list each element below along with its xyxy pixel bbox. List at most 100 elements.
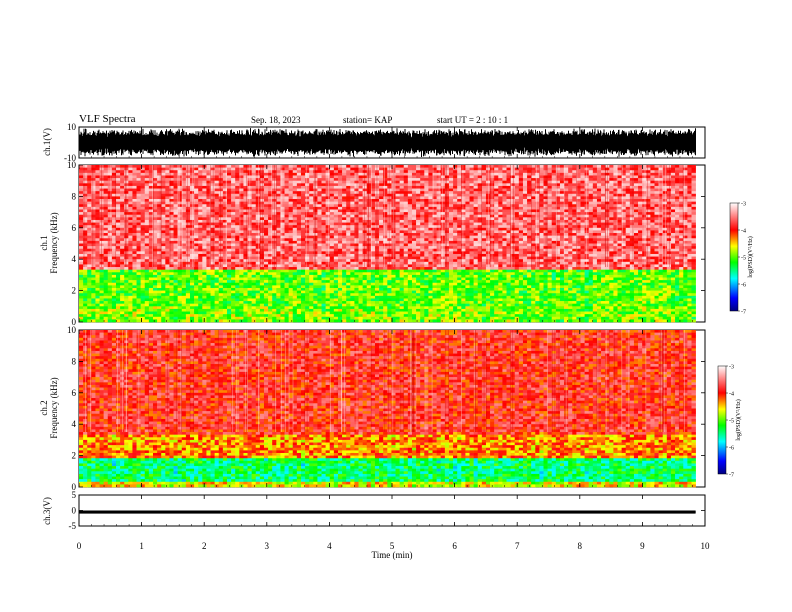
spectrogram-cell xyxy=(226,243,232,247)
spectrogram-cell xyxy=(185,201,191,205)
spectrogram-cell xyxy=(259,212,265,216)
spectrogram-cell xyxy=(99,277,104,281)
spectrogram-cell xyxy=(83,243,88,247)
spectrogram-cell xyxy=(243,287,248,291)
spectrogram-cell xyxy=(226,314,232,318)
spectrogram-cell xyxy=(91,287,96,291)
spectrogram-cell xyxy=(403,175,409,179)
spectrogram-cell xyxy=(218,285,224,289)
spectrogram-cell xyxy=(111,167,117,171)
spectrogram-cell xyxy=(91,267,96,270)
spectrogram-cell xyxy=(239,259,244,263)
spectrogram-cell xyxy=(300,238,306,242)
spectrogram-cell xyxy=(165,183,170,187)
spectrogram-cell xyxy=(337,185,343,189)
spectrogram-cell xyxy=(374,285,380,289)
spectrogram-cell xyxy=(235,269,240,273)
spectrogram-cell xyxy=(235,282,240,286)
spectrogram-cell xyxy=(395,165,400,168)
spectrogram-cell xyxy=(210,172,215,176)
spectrogram-cell xyxy=(284,274,289,278)
spectrogram-cell xyxy=(136,314,141,318)
spectrogram-cell xyxy=(379,251,384,255)
spectrogram-cell xyxy=(403,238,409,242)
spectrogram-cell xyxy=(255,285,261,289)
spectrogram-cell xyxy=(120,199,125,202)
spectrogram-cell xyxy=(189,301,195,304)
spectrogram-cell xyxy=(128,230,133,234)
spectrogram-cell xyxy=(83,274,88,278)
spectrogram-cell xyxy=(189,293,195,297)
spectrogram-cell xyxy=(128,264,133,268)
spectrogram-cell xyxy=(268,212,273,216)
spectrogram-cell xyxy=(255,206,261,210)
spectrogram-cell xyxy=(231,282,236,286)
spectrogram-cell xyxy=(284,314,289,318)
spectrogram-cell xyxy=(116,308,121,312)
spectrogram-cell xyxy=(268,235,273,239)
spectrogram-cell xyxy=(152,206,158,210)
spectrogram-cell xyxy=(268,199,273,202)
spectrogram-cell xyxy=(329,251,335,255)
spectrogram-cell xyxy=(210,293,215,297)
spectrogram-cell xyxy=(144,293,150,297)
spectrogram-cell xyxy=(107,319,113,323)
spectrogram-cell xyxy=(202,264,207,268)
spectrogram-cell xyxy=(329,222,335,226)
spectrogram-cell xyxy=(383,290,388,294)
spectrogram-cell xyxy=(292,243,298,247)
spectrogram-cell xyxy=(268,206,273,210)
spectrogram-cell xyxy=(305,199,310,202)
spectrogram-cell xyxy=(379,222,384,226)
spectrogram-cell xyxy=(214,253,220,257)
spectrogram-cell xyxy=(300,170,306,174)
spectrogram-cell xyxy=(116,267,121,270)
spectrogram-cell xyxy=(144,282,150,286)
spectrogram-cell xyxy=(296,308,302,312)
spectrogram-cell xyxy=(222,183,228,187)
spectrogram-cell xyxy=(83,287,88,291)
spectrogram-cell xyxy=(354,175,359,179)
spectrogram-cell xyxy=(251,308,257,312)
spectrogram-cell xyxy=(370,269,376,273)
spectrogram-cell xyxy=(247,285,252,289)
spectrogram-cell xyxy=(169,272,174,276)
spectrogram-cell xyxy=(350,287,355,291)
spectrogram-cell xyxy=(157,222,162,226)
spectrogram-cell xyxy=(144,209,150,213)
spectrogram-cell xyxy=(194,272,199,276)
spectrogram-cell xyxy=(407,248,413,252)
spectrogram-cell xyxy=(272,280,277,284)
spectrogram-cell xyxy=(91,201,96,205)
spectrogram-cell xyxy=(354,256,359,260)
spectrogram-cell xyxy=(169,280,174,284)
spectrogram-cell xyxy=(317,214,322,218)
spectrogram-cell xyxy=(387,204,392,208)
spectrogram-cell xyxy=(403,227,409,231)
spectrogram-cell xyxy=(185,269,191,273)
spectrogram-cell xyxy=(198,238,203,242)
spectrogram-cell xyxy=(251,240,257,244)
spectrogram-cell xyxy=(366,298,372,302)
spectrogram-cell xyxy=(292,303,298,307)
spectrogram-cell xyxy=(370,267,376,270)
spectrogram-cell xyxy=(288,282,294,286)
spectrogram-cell xyxy=(411,261,417,265)
spectrogram-cell xyxy=(354,316,359,320)
spectrogram-cell xyxy=(87,259,92,263)
spectrogram-cell xyxy=(280,282,285,286)
spectrogram-cell xyxy=(91,259,96,263)
spectrogram-cell xyxy=(243,293,248,297)
spectrogram-cell xyxy=(161,193,166,197)
spectrogram-cell xyxy=(333,199,339,202)
spectrogram-cell xyxy=(87,251,92,255)
spectrogram-cell xyxy=(79,277,84,281)
spectrogram-cell xyxy=(288,264,294,268)
spectrogram-cell xyxy=(321,285,326,289)
spectrogram-cell xyxy=(185,267,191,270)
spectrogram-cell xyxy=(255,287,261,291)
spectrogram-cell xyxy=(210,295,215,299)
spectrogram-cell xyxy=(391,282,396,286)
spectrogram-cell xyxy=(239,240,244,244)
spectrogram-cell xyxy=(144,243,150,247)
